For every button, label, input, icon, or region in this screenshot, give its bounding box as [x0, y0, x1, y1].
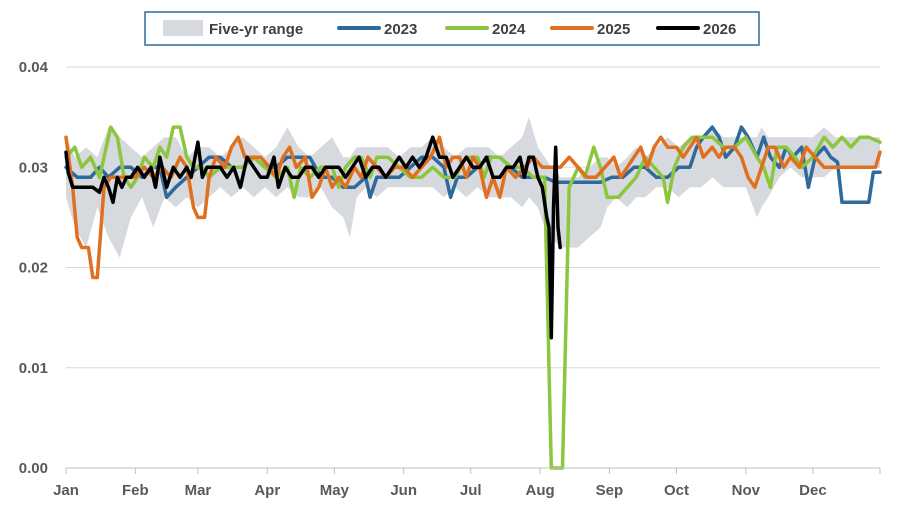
legend-label-2025: 2025: [597, 21, 630, 38]
x-tick-label: Nov: [732, 482, 761, 499]
y-tick-label: 0.00: [19, 460, 48, 477]
x-tick-label: May: [320, 482, 350, 499]
x-tick-label: Oct: [664, 482, 689, 499]
y-tick-label: 0.03: [19, 159, 48, 176]
y-tick-label: 0.04: [19, 59, 49, 76]
x-tick-label: Feb: [122, 482, 149, 499]
x-tick-label: Jun: [390, 482, 417, 499]
x-tick-label: Sep: [596, 482, 624, 499]
x-tick-label: Aug: [526, 482, 555, 499]
y-tick-label: 0.02: [19, 260, 48, 277]
series-lines: [64, 125, 882, 470]
five-yr-range-band: [66, 117, 880, 258]
x-tick-label: Apr: [254, 482, 280, 499]
legend-label-2024: 2024: [492, 21, 526, 38]
x-tick-label: Mar: [185, 482, 212, 499]
five-yr-range-band-layer: [66, 117, 880, 258]
x-tick-label: Jul: [460, 482, 482, 499]
legend-swatch-five-yr-range: [163, 20, 203, 36]
gridlines: [66, 66, 880, 369]
x-tick-label: Dec: [799, 482, 827, 499]
legend-label-2023: 2023: [384, 21, 417, 38]
axes: 0.00 0.01 0.02 0.03 0.04 Jan Feb Mar Apr May Jun Ju…: [19, 59, 881, 499]
series-line-2025: [64, 135, 882, 280]
series-line-2026: [64, 135, 562, 340]
legend: Five-yr range 2023 2024 2025 2026: [144, 11, 760, 46]
legend-label-2026: 2026: [703, 21, 736, 38]
legend-label-five-yr-range: Five-yr range: [209, 21, 303, 38]
x-tick-label: Jan: [53, 482, 79, 499]
y-tick-label: 0.01: [19, 360, 48, 377]
